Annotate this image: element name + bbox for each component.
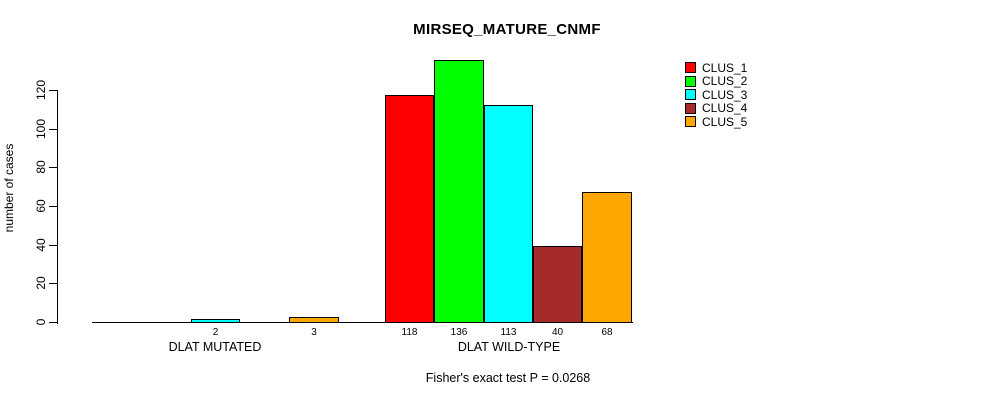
bar-value-label: 40 <box>551 327 564 338</box>
bar-value-label: 113 <box>500 327 517 338</box>
legend-label: CLUS_1 <box>702 60 748 75</box>
y-axis-tick <box>49 322 57 323</box>
legend-swatch-clus2 <box>685 75 696 87</box>
bar-clus_3-dlat-mutated <box>191 319 240 323</box>
y-axis-tick <box>49 90 57 91</box>
legend-swatch-clus4 <box>685 102 696 114</box>
legend-item: CLUS_2 <box>685 74 748 88</box>
y-axis-tick <box>49 245 57 246</box>
legend-label: CLUS_5 <box>702 114 748 129</box>
fisher-test-annotation: Fisher's exact test P = 0.0268 <box>425 371 591 385</box>
y-axis-tick <box>49 206 57 207</box>
legend-item: CLUS_5 <box>685 114 748 129</box>
bar-value-label: 2 <box>212 327 219 338</box>
legend: CLUS_1 CLUS_2 CLUS_3 CLUS_4 CLUS_5 <box>685 61 785 136</box>
bar-clus_3-dlat-wild-type <box>484 105 533 323</box>
bar-value-label: 118 <box>401 327 418 338</box>
legend-item: CLUS_3 <box>685 87 748 102</box>
bar-clus_4-dlat-wild-type <box>533 246 582 323</box>
chart-title: MIRSEQ_MATURE_CNMF <box>413 21 601 38</box>
y-axis-tick-label: 60 <box>34 199 48 213</box>
x-category-label-wildtype: DLAT WILD-TYPE <box>457 340 561 354</box>
bar-clus_1-dlat-wild-type <box>385 95 434 323</box>
bar-value-label: 68 <box>601 327 613 338</box>
bar-clus_2-dlat-wild-type <box>434 60 484 323</box>
bar-value-label: 136 <box>450 327 468 338</box>
legend-item: CLUS_4 <box>685 101 748 115</box>
legend-swatch-clus3 <box>685 89 696 100</box>
legend-label: CLUS_3 <box>702 87 748 102</box>
y-axis-tick-label: 80 <box>34 160 48 174</box>
y-axis-tick <box>49 283 57 284</box>
y-axis-tick-label: 40 <box>34 238 48 252</box>
legend-label: CLUS_2 <box>702 74 748 88</box>
y-axis-tick-label: 120 <box>34 79 48 101</box>
legend-swatch-clus5 <box>685 116 696 127</box>
legend-label: CLUS_4 <box>702 101 748 115</box>
y-axis-tick-label: 100 <box>34 118 48 140</box>
y-axis-line <box>57 90 58 324</box>
y-axis-tick <box>49 167 57 168</box>
x-axis-baseline <box>92 322 633 323</box>
x-category-label-mutated: DLAT MUTATED <box>168 340 262 354</box>
legend-item: CLUS_1 <box>685 60 748 75</box>
y-axis-tick <box>49 129 57 130</box>
bar-clus_5-dlat-wild-type <box>582 192 632 323</box>
y-axis-tick-label: 0 <box>34 318 48 326</box>
bar-clus_5-dlat-mutated <box>289 317 339 323</box>
legend-swatch-clus1 <box>685 62 696 73</box>
bar-value-label: 3 <box>311 327 317 338</box>
y-axis-tick-label: 20 <box>34 276 48 290</box>
